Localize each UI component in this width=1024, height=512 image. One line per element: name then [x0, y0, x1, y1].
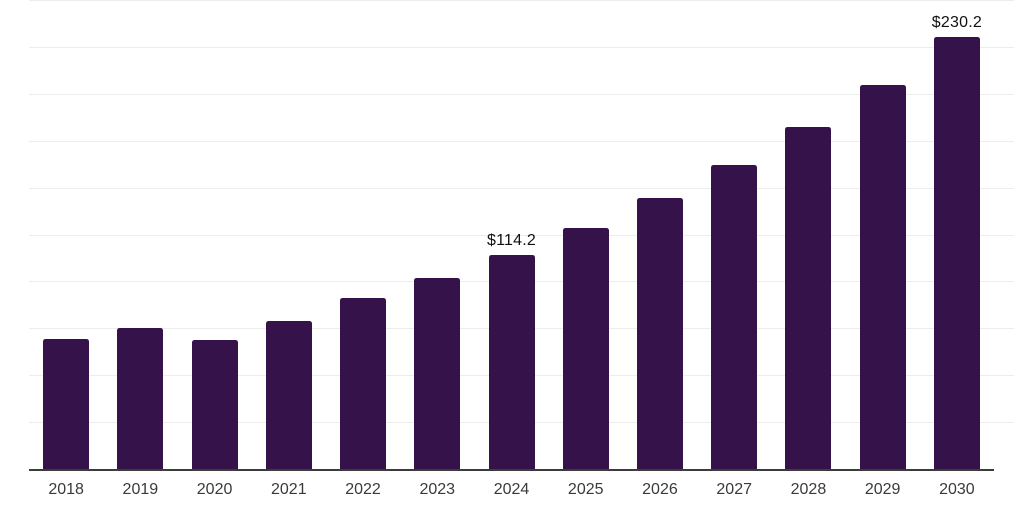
bar-2020[interactable] — [191, 339, 238, 469]
x-tick-2027: 2027 — [716, 481, 752, 498]
x-tick-2026: 2026 — [642, 481, 678, 498]
x-tick-2030: 2030 — [939, 481, 975, 498]
x-tick-2021: 2021 — [271, 481, 307, 498]
x-tick-2020: 2020 — [196, 481, 233, 498]
bar-2026[interactable] — [636, 198, 683, 469]
gridline-200 — [29, 93, 1014, 95]
bar-2018[interactable] — [43, 339, 90, 469]
bar-2029[interactable] — [859, 84, 906, 469]
bar-2022[interactable] — [340, 298, 387, 469]
bar-2027[interactable] — [711, 164, 758, 469]
bar-2021[interactable] — [265, 320, 312, 469]
plot-area: $114.2 $230.2 — [29, 0, 994, 469]
gridline-225 — [29, 46, 1014, 48]
gridline-150 — [29, 187, 1014, 189]
bar-2028[interactable] — [785, 127, 832, 469]
bar-2023[interactable] — [414, 278, 461, 469]
bar-2019[interactable] — [117, 328, 164, 469]
x-tick-2029: 2029 — [864, 481, 901, 498]
gridline-125 — [29, 234, 1014, 236]
x-tick-2019: 2019 — [122, 481, 159, 498]
data-label-2030: $230.2 — [931, 14, 982, 32]
x-tick-2023: 2023 — [419, 481, 456, 498]
x-tick-2022: 2022 — [345, 481, 381, 498]
x-tick-2028: 2028 — [790, 481, 827, 498]
bar-2024[interactable] — [488, 254, 535, 469]
x-tick-2024: 2024 — [493, 481, 530, 498]
x-tick-2018: 2018 — [48, 481, 84, 498]
bar-2025[interactable] — [562, 228, 609, 469]
bar-2030[interactable] — [933, 37, 980, 469]
gridline-250 — [29, 0, 1014, 1]
x-axis-line — [29, 469, 994, 471]
gridline-175 — [29, 140, 1014, 142]
x-axis-labels: 2018 2019 2020 2021 2022 2023 2024 2025 2026 2027… — [0, 481, 1024, 505]
data-label-2024: $114.2 — [487, 231, 536, 249]
x-tick-2025: 2025 — [567, 481, 604, 498]
